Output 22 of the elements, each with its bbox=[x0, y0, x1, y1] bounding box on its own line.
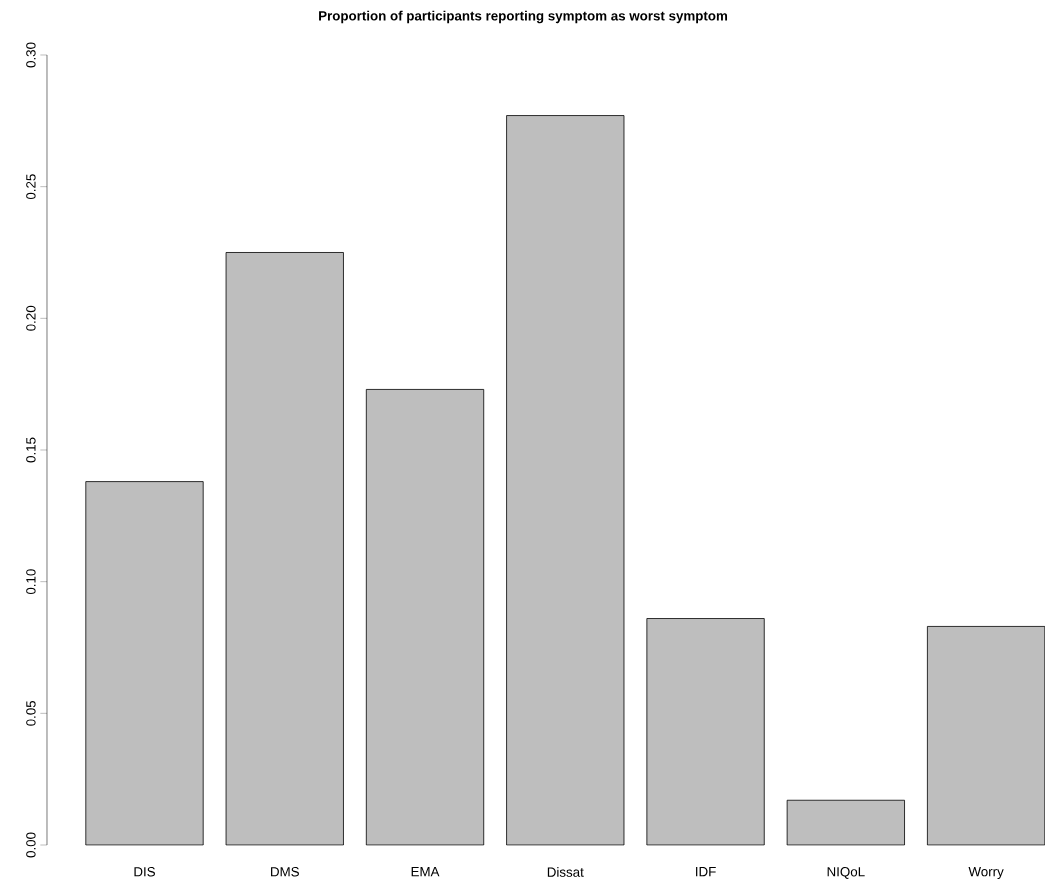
x-tick-label: NIQoL bbox=[827, 867, 865, 879]
y-tick-label: 0.10 bbox=[26, 569, 36, 595]
x-tick-label: DIS bbox=[134, 867, 155, 877]
chart-title: Proportion of participants reporting symptom as worst symptom bbox=[319, 10, 728, 24]
bar bbox=[85, 481, 204, 845]
y-tick-label: 0.30 bbox=[26, 42, 36, 68]
x-tick-label: Dissat bbox=[547, 867, 584, 877]
bar bbox=[646, 618, 765, 845]
bar bbox=[506, 115, 624, 845]
x-tick-label: EMA bbox=[411, 867, 440, 877]
y-tick-label: 0.20 bbox=[26, 305, 36, 331]
y-tick-label: 0.25 bbox=[26, 174, 36, 200]
bar bbox=[226, 252, 344, 845]
x-tick-label: DMS bbox=[271, 867, 299, 877]
bar bbox=[927, 626, 1045, 846]
bar bbox=[787, 800, 905, 845]
y-tick-label: 0.05 bbox=[26, 700, 36, 726]
y-tick-label: 0.00 bbox=[26, 832, 36, 858]
bar bbox=[366, 389, 484, 845]
x-tick-label: IDF bbox=[696, 867, 716, 877]
x-tick-label: Worry bbox=[968, 867, 1004, 879]
y-tick-label: 0.15 bbox=[26, 437, 36, 463]
